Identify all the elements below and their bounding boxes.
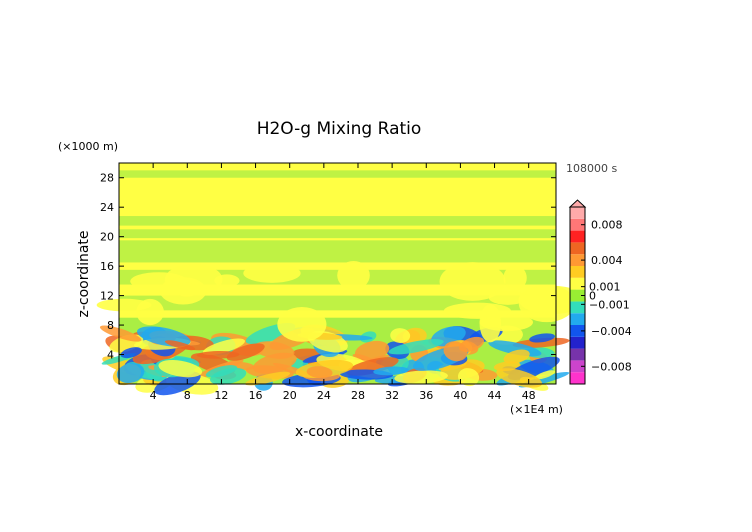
field-blob [245,371,291,386]
colorbar-tick-label: 0.001 [589,281,621,294]
x-axis-label: x-coordinate [295,424,383,440]
colorbar-segment [570,336,585,349]
x-tick-label: 32 [385,389,399,402]
y-axis: 4 8 12 16 20 24 28 [100,172,556,362]
x-tick-label: 44 [488,389,502,402]
field-blob [503,349,530,364]
field-blob [158,360,203,378]
field-blob [518,285,587,315]
field-blob [164,340,196,351]
colorbar-segment [570,277,585,290]
field-blob [443,302,511,319]
field-blob [534,370,556,380]
field-blob [354,340,390,361]
y-tick-label: 28 [100,172,114,185]
field-blob [99,325,142,342]
colorbar-segment [570,254,585,266]
colorbar-segment [570,348,585,361]
y-tick-label: 24 [100,201,114,214]
y-tick-label: 8 [107,319,114,332]
x-tick-label: 4 [150,389,157,402]
y-tick-label: 4 [107,349,114,362]
colorbar-segment [570,266,585,278]
field-blob [252,352,297,374]
field-blob [488,290,527,305]
field-band [119,216,556,226]
x-tick-label: 36 [419,389,433,402]
field-band [119,295,556,311]
y-axis-label: z-coordinate [76,230,92,317]
x-tick-label: 20 [283,389,297,402]
colorbar-segment [570,207,585,219]
field-blob [306,366,333,379]
x-tick-label: 16 [249,389,263,402]
field-blob [174,282,200,297]
colorbar-segment [570,325,585,337]
chart-title: H2O-g Mixing Ratio [257,119,422,139]
x-tick-label: 12 [214,389,228,402]
field-blob [439,262,506,301]
x-tick-label: 28 [351,389,365,402]
colorbar-tick-label: 0.004 [591,254,623,267]
field-blob [458,368,480,387]
field-blob [210,367,247,385]
colorbar-segment [570,289,585,302]
field-blob [402,327,427,345]
time-label: 108000 s [566,162,617,175]
x-tick-label: 24 [317,389,331,402]
x-tick-label: 8 [184,389,191,402]
field-blob [388,339,444,355]
field-band [119,229,556,239]
colorbar-segment [570,301,585,314]
y-tick-label: 16 [100,260,114,273]
plot-area [96,162,587,396]
field-blob [390,328,411,343]
field-blob [154,371,201,396]
field-blob [337,261,370,290]
field-blob [120,347,142,359]
field-blob [373,366,409,376]
colorbar-tick-label: 0 [589,290,596,303]
field-blob [277,306,327,342]
x-tick-label: 48 [522,389,536,402]
colorbar-tick-label: −0.004 [591,325,632,338]
field-band [119,240,556,263]
field-blob [496,368,543,388]
plot-frame [118,162,557,385]
field-blob [243,263,301,283]
y-tick-label: 12 [100,290,114,303]
field-blob [443,341,468,362]
colorbar-segment [570,372,585,384]
y-tick-label: 20 [100,231,114,244]
colorbar-tick-label: −0.008 [591,360,632,373]
field-blob [394,370,448,384]
field-blob [116,363,145,384]
x-tick-label: 40 [453,389,467,402]
colorbar-segment [570,242,585,255]
colorbar-segment [570,313,585,325]
colorbar-segment [570,230,585,243]
colorbar-tick-label: −0.001 [589,298,630,311]
colorbar-arrow [568,199,587,208]
x-axis: 4 8 12 16 20 24 28 32 36 40 44 48 [150,163,536,402]
field-blob [503,265,527,291]
y-unit-label: (×1000 m) [58,140,118,153]
colorbar-segment [570,218,585,231]
colorbar-segment [570,360,585,373]
field-blob [96,298,152,312]
field-blob [226,343,265,361]
colorbar-tick-label: 0.008 [591,219,623,232]
x-unit-label: (×1E4 m) [510,403,563,416]
field-blob [202,338,246,356]
field-blob [493,361,521,372]
field-blob [529,333,555,343]
field-band [119,170,556,178]
